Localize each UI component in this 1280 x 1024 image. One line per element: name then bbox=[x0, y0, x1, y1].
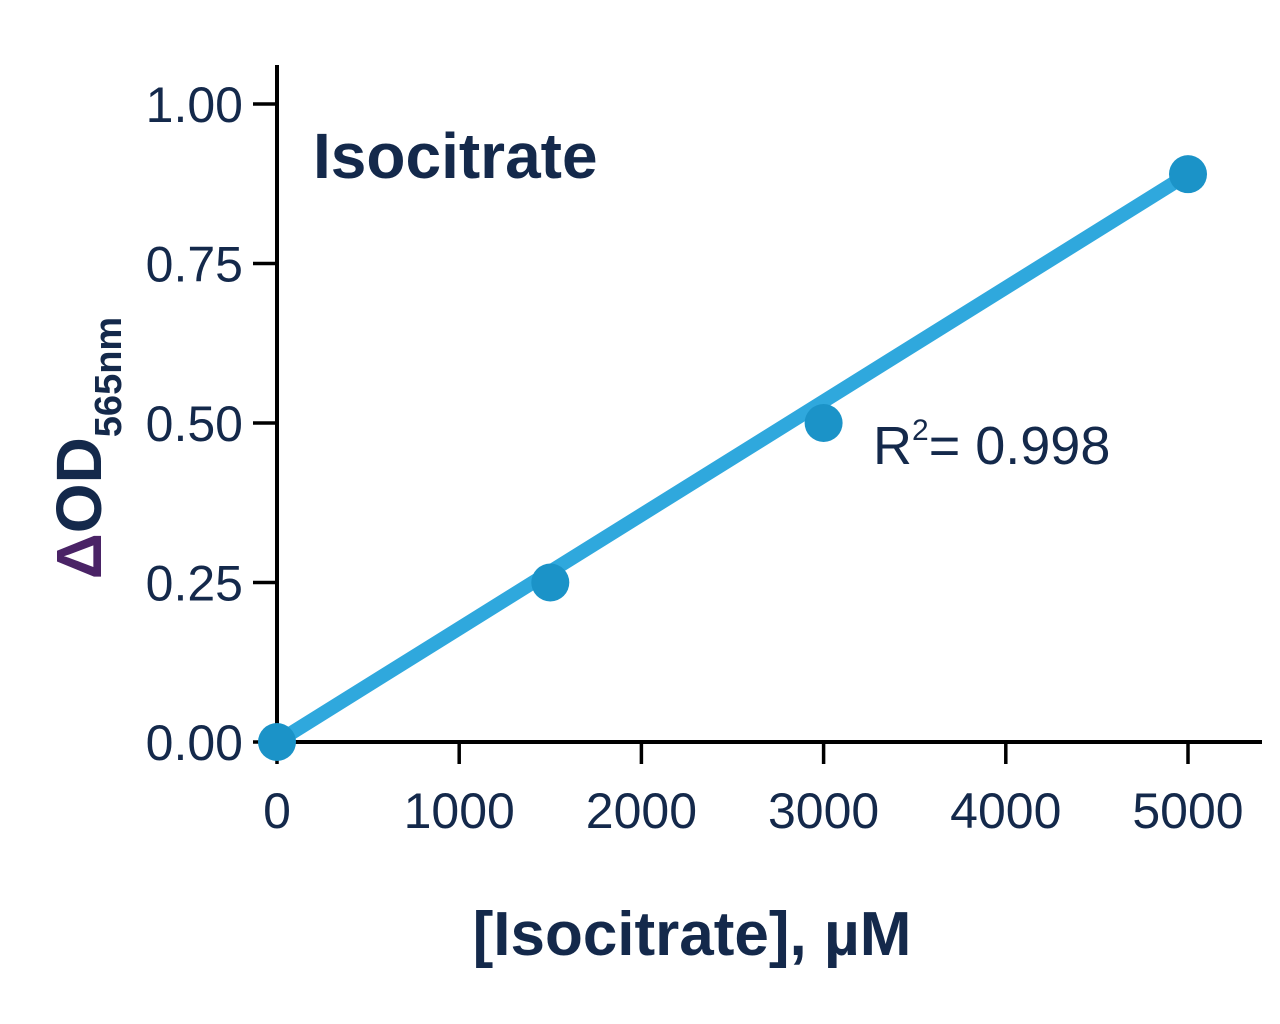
x-tick-label: 1000 bbox=[404, 783, 515, 839]
y-axis-ticks: 0.00 0.25 0.50 0.75 1.00 bbox=[146, 77, 277, 771]
y-tick-label: 0.25 bbox=[146, 556, 243, 612]
y-tick-label: 1.00 bbox=[146, 77, 243, 133]
delta-symbol: Δ bbox=[43, 533, 115, 579]
data-point bbox=[531, 563, 570, 602]
x-tick-label: 3000 bbox=[768, 783, 879, 839]
x-tick-label: 2000 bbox=[586, 783, 697, 839]
y-tick-label: 0.75 bbox=[146, 237, 243, 293]
fit-line-group bbox=[270, 167, 1195, 749]
y-tick-label: 0.00 bbox=[146, 715, 243, 771]
y-axis-label-subscript: 565nm bbox=[88, 317, 130, 437]
data-point bbox=[1169, 155, 1207, 194]
x-axis-label: [Isocitrate], µM bbox=[473, 900, 912, 969]
y-axis-label: ΔOD565nm bbox=[43, 317, 130, 579]
r-squared-base: R bbox=[873, 416, 912, 476]
y-axis-label-main: OD bbox=[43, 437, 115, 533]
x-tick-label: 4000 bbox=[950, 783, 1061, 839]
y-tick-label: 0.50 bbox=[146, 396, 243, 452]
r-squared-annotation: R2= 0.998 bbox=[873, 414, 1110, 476]
linear-fit-line bbox=[270, 167, 1195, 749]
data-points bbox=[258, 155, 1207, 761]
x-axis-ticks: 0 1000 2000 3000 4000 5000 bbox=[263, 742, 1244, 839]
x-tick-label: 0 bbox=[263, 783, 291, 839]
r-squared-value: = 0.998 bbox=[929, 416, 1111, 476]
chart-axes bbox=[275, 65, 1262, 744]
data-point bbox=[804, 404, 843, 442]
data-point bbox=[258, 723, 296, 761]
chart-title: Isocitrate bbox=[313, 120, 598, 192]
r-squared-superscript: 2 bbox=[912, 414, 929, 447]
x-tick-label: 5000 bbox=[1132, 783, 1243, 839]
